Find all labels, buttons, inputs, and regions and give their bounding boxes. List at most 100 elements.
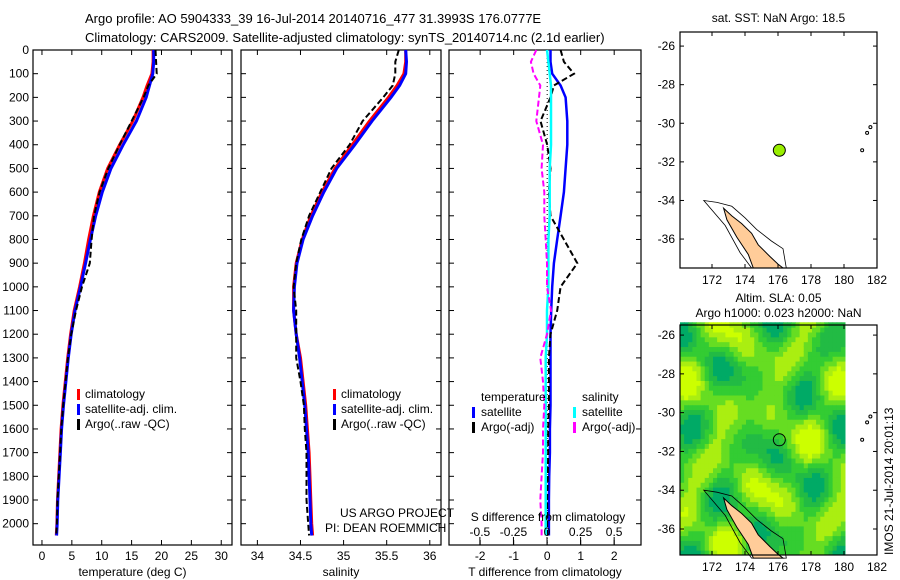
sla-cell — [754, 341, 759, 348]
lon-tick-label: 180 — [834, 560, 854, 574]
sla-cell — [741, 404, 747, 411]
sla-cell — [708, 438, 714, 444]
sla-cell — [704, 375, 710, 381]
sla-cell — [766, 458, 772, 464]
sla-cell — [778, 419, 784, 425]
sla-cell — [828, 462, 834, 469]
sla-cell — [803, 331, 809, 338]
sla-cell — [741, 467, 747, 474]
sla-cell — [787, 433, 792, 440]
sla-cell — [712, 395, 718, 401]
sla-cell — [737, 409, 743, 415]
sla-cell — [774, 327, 780, 333]
temperature-axes-frame — [32, 49, 233, 546]
sla-cell — [828, 404, 834, 411]
sla-cell — [704, 443, 710, 449]
sla-cell — [700, 385, 706, 391]
sla-cell — [770, 409, 776, 415]
sla-cell — [774, 409, 780, 415]
sla-cell — [774, 336, 780, 343]
sla-cell — [721, 341, 726, 348]
sla-cell — [754, 501, 759, 508]
sla-cell — [766, 438, 772, 444]
sla-cell — [770, 395, 776, 401]
sla-cell — [803, 530, 809, 537]
sla-cell — [783, 530, 788, 537]
sla-cell — [680, 453, 685, 459]
sla-cell — [828, 453, 834, 459]
sla-cell — [778, 482, 784, 488]
sla-cell — [741, 336, 747, 343]
x-tick-label: 2 — [611, 549, 618, 563]
sla-cell — [766, 424, 772, 430]
sla-cell — [725, 540, 730, 546]
sla-cell — [729, 433, 735, 440]
sla-cell — [737, 477, 743, 483]
sla-cell — [741, 331, 747, 338]
sla-cell — [729, 424, 735, 430]
sla-cell — [811, 409, 817, 415]
sla-cell — [717, 390, 722, 396]
sla-cell — [688, 477, 693, 483]
sla-cell — [733, 346, 739, 352]
sla-cell — [820, 395, 825, 401]
y-tick-label: 700 — [9, 209, 29, 223]
sla-cell — [840, 535, 846, 541]
sla-cell — [700, 341, 706, 348]
sla-cell — [741, 385, 747, 391]
sla-cell — [692, 351, 697, 357]
sla-cell — [692, 424, 697, 430]
sla-cell — [680, 472, 685, 478]
sla-cell — [799, 428, 805, 435]
temperature-panel: 0100200300400500600700800900100011001200… — [2, 43, 233, 579]
sla-cell — [737, 327, 743, 333]
sla-cell — [754, 525, 759, 532]
sla-cell — [840, 453, 846, 459]
sla-cell — [770, 443, 776, 449]
sla-cell — [733, 487, 739, 493]
sla-cell — [729, 331, 735, 338]
sla-cell — [787, 550, 792, 556]
sla-cell — [832, 409, 838, 415]
sla-cell — [684, 530, 689, 537]
sla-cell — [824, 525, 829, 532]
sla-cell — [741, 419, 747, 425]
sla-cell — [828, 545, 834, 551]
sla-cell — [824, 511, 829, 517]
sla-cell — [811, 448, 817, 454]
sla-cell — [745, 438, 751, 444]
sla-cell — [766, 487, 772, 493]
sla-cell — [700, 399, 706, 406]
sla-cell — [733, 540, 739, 546]
sla-cell — [811, 356, 817, 362]
sla-cell — [750, 428, 755, 435]
sla-cell — [717, 530, 722, 537]
sla-cell — [811, 365, 817, 372]
sla-cell — [803, 419, 809, 425]
sla-cell — [803, 361, 809, 367]
sla-cell — [836, 433, 842, 440]
lat-tick-label: -36 — [658, 232, 676, 246]
lon-tick-label: 176 — [768, 273, 788, 287]
sla-cell — [737, 545, 743, 551]
sla-cell — [688, 361, 693, 367]
sla-cell — [704, 361, 710, 367]
sla-cell — [684, 521, 689, 527]
sla-cell — [704, 462, 710, 469]
sla-cell — [832, 336, 838, 343]
sla-cell — [820, 331, 825, 338]
sla-cell — [758, 390, 763, 396]
sla-cell — [787, 331, 792, 338]
sla-cell — [811, 395, 817, 401]
sla-cell — [754, 443, 759, 449]
sla-cell — [816, 414, 821, 420]
sla-cell — [704, 365, 710, 372]
x-axis-label: salinity — [323, 565, 360, 579]
sla-cell — [803, 467, 809, 474]
sla-cell — [741, 506, 747, 512]
sla-cell — [745, 433, 751, 440]
sla-cell — [840, 501, 846, 508]
lat-tick-label: -34 — [658, 483, 676, 497]
sla-cell — [787, 448, 792, 454]
sla-cell — [692, 467, 697, 474]
